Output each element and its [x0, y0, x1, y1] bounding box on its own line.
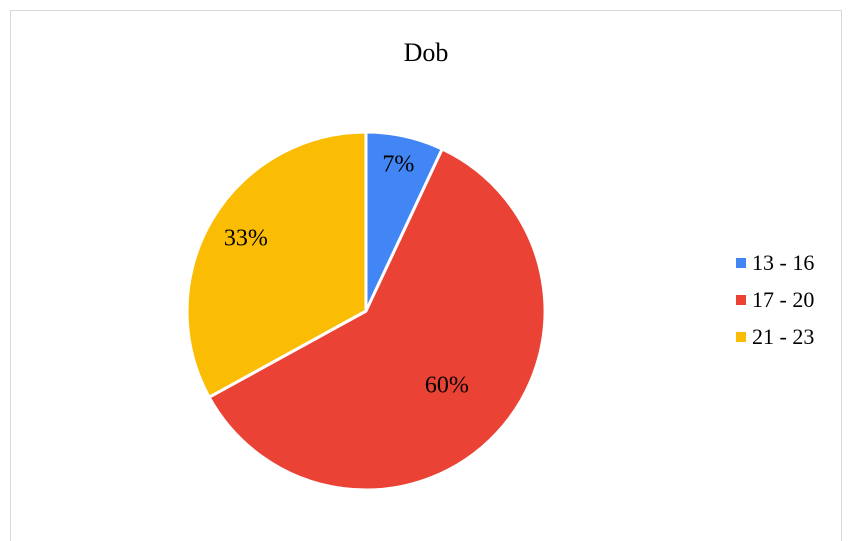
- legend-item-21-23: 21 - 23: [736, 324, 814, 349]
- legend-swatch: [736, 257, 746, 268]
- legend-swatch: [736, 294, 746, 305]
- legend: 13 - 16 17 - 20 21 - 23: [736, 250, 814, 361]
- legend-swatch: [736, 331, 746, 342]
- data-label: 33%: [224, 225, 268, 251]
- legend-item-17-20: 17 - 20: [736, 287, 814, 312]
- data-label: 60%: [425, 372, 469, 398]
- chart-title: Dob: [403, 38, 449, 67]
- legend-label: 13 - 16: [752, 249, 815, 275]
- data-label: 7%: [382, 152, 414, 178]
- pie-slice-17-20: [207, 147, 547, 492]
- legend-label: 21 - 23: [752, 323, 815, 349]
- legend-item-13-16: 13 - 16: [736, 250, 814, 275]
- pie-slice-21-23: [185, 130, 368, 399]
- legend-label: 17 - 20: [752, 286, 815, 312]
